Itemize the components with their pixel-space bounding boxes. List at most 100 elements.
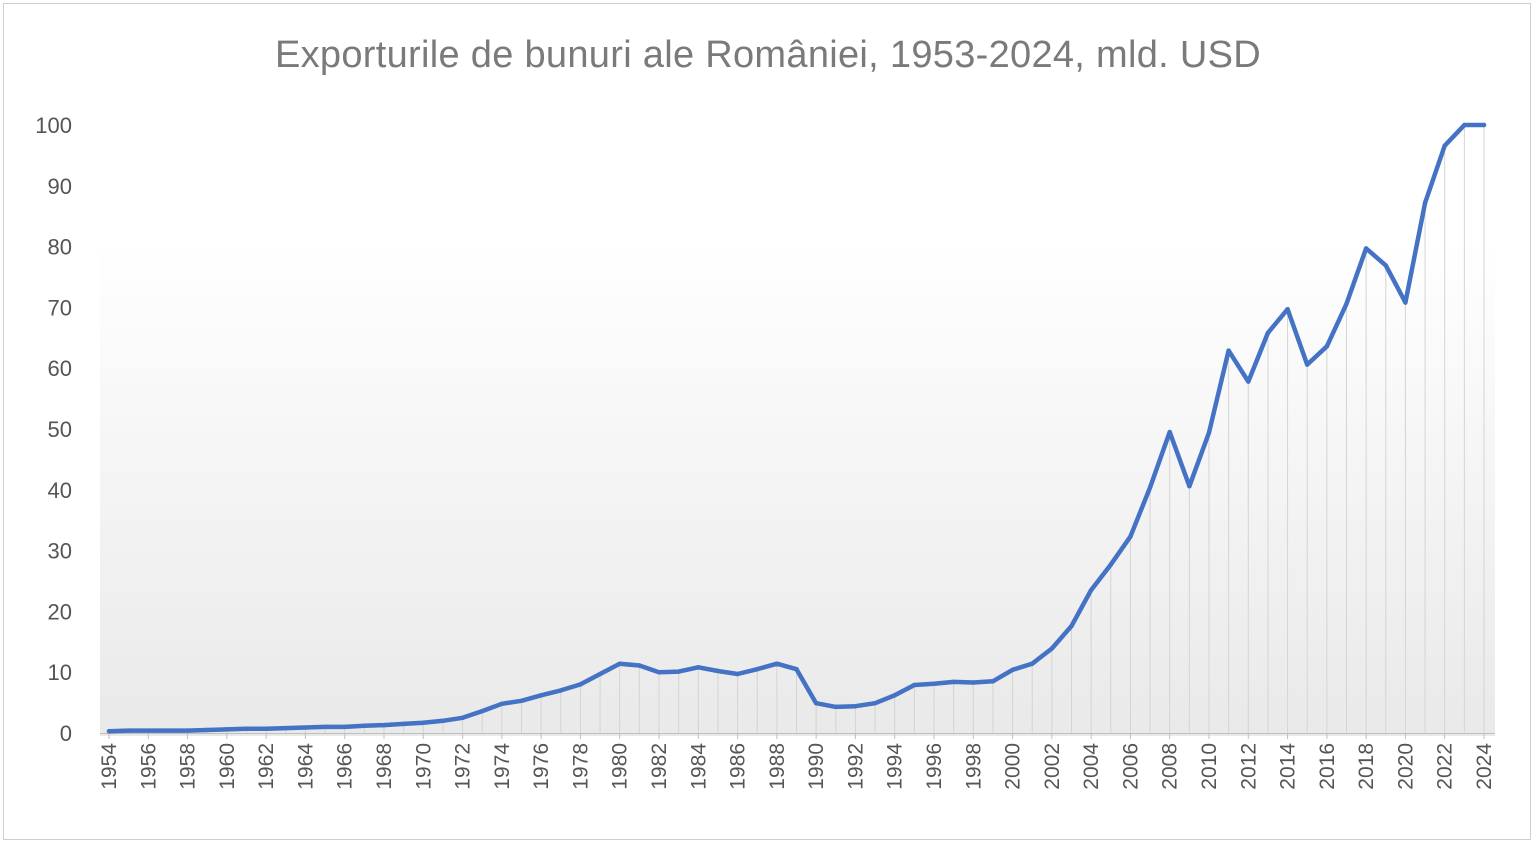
data-point — [617, 661, 622, 666]
data-point — [872, 701, 878, 706]
data-point — [303, 725, 308, 730]
y-tick-label: 30 — [48, 539, 72, 564]
data-point — [1285, 307, 1290, 312]
data-point — [1383, 263, 1388, 268]
x-tick-label: 2022 — [1434, 743, 1457, 790]
x-axis: 1954 1956 1958 1960 1962 1964 1966 1968 1970 1972… — [98, 733, 1496, 790]
data-point — [1265, 330, 1271, 336]
y-tick-label: 0 — [60, 721, 72, 746]
data-point — [735, 671, 740, 677]
data-point — [1088, 587, 1094, 593]
data-point — [813, 701, 819, 706]
data-point — [401, 721, 406, 727]
x-tick-label: 2004 — [1080, 743, 1103, 790]
x-tick-label: 2020 — [1394, 743, 1417, 790]
data-point — [774, 661, 780, 666]
data-point — [1206, 430, 1212, 435]
chart-title: Exporturile de bunuri ale României, 1953… — [274, 34, 1262, 76]
data-point — [931, 681, 937, 686]
data-point — [912, 682, 917, 688]
data-point — [1403, 300, 1408, 305]
x-tick-label: 1996 — [923, 743, 946, 790]
x-tick-label: 2012 — [1237, 743, 1260, 790]
data-point — [1030, 661, 1035, 666]
data-point — [696, 665, 701, 670]
data-point — [362, 723, 367, 728]
data-point — [1069, 623, 1074, 629]
x-tick-label: 1964 — [294, 743, 317, 790]
data-point — [185, 728, 190, 733]
data-point — [106, 728, 112, 734]
x-tick-label: 2006 — [1119, 743, 1142, 790]
data-point — [283, 725, 288, 731]
x-tick-label: 1956 — [137, 743, 160, 790]
x-tick-label: 2018 — [1355, 743, 1378, 790]
y-tick-label: 40 — [48, 478, 72, 503]
x-tick-label: 1992 — [844, 743, 867, 790]
data-point — [263, 726, 269, 731]
data-point — [1462, 122, 1467, 128]
data-point — [597, 671, 603, 677]
data-point — [951, 679, 956, 685]
x-tick-label: 1980 — [609, 743, 632, 790]
data-point — [460, 715, 465, 720]
data-point — [715, 668, 721, 674]
x-tick-label: 1954 — [98, 743, 121, 790]
data-point — [558, 688, 563, 693]
data-point — [538, 693, 544, 698]
y-tick-label: 10 — [48, 660, 72, 685]
x-tick-label: 2002 — [1041, 743, 1064, 790]
x-tick-label: 1986 — [727, 743, 750, 790]
data-point — [971, 680, 976, 685]
data-point — [165, 728, 171, 733]
data-point — [1187, 483, 1192, 489]
data-point — [990, 679, 996, 684]
data-point — [1010, 667, 1015, 672]
data-point — [1147, 485, 1153, 490]
data-point — [421, 720, 426, 725]
data-point — [1442, 143, 1447, 148]
x-tick-label: 2024 — [1473, 743, 1496, 790]
data-point — [1128, 534, 1133, 539]
x-tick-label: 1976 — [530, 743, 553, 790]
data-point — [637, 663, 642, 668]
data-point — [1481, 122, 1487, 128]
y-tick-label: 80 — [48, 235, 72, 260]
x-tick-label: 1972 — [452, 743, 475, 790]
data-point — [853, 704, 858, 709]
data-point — [205, 727, 210, 733]
data-point — [794, 666, 799, 672]
data-point — [224, 727, 230, 732]
data-point — [499, 701, 505, 707]
plot-area-background — [100, 240, 1495, 736]
x-tick-label: 1962 — [255, 743, 278, 790]
data-point — [244, 726, 249, 731]
data-point — [480, 708, 485, 714]
data-point — [578, 682, 583, 687]
x-tick-label: 2010 — [1198, 743, 1221, 790]
data-point — [1305, 362, 1310, 367]
x-tick-label: 2014 — [1277, 743, 1300, 790]
x-tick-label: 1968 — [373, 743, 396, 790]
y-tick-label: 70 — [48, 295, 72, 320]
x-tick-label: 1960 — [216, 743, 239, 790]
y-tick-label: 90 — [48, 174, 72, 199]
data-point — [833, 704, 838, 710]
data-point — [126, 728, 131, 733]
data-point — [656, 670, 662, 675]
data-point — [440, 718, 446, 724]
data-point — [1246, 379, 1251, 384]
x-tick-label: 1988 — [766, 743, 789, 790]
data-point — [1049, 646, 1055, 651]
x-tick-label: 1978 — [569, 743, 592, 790]
y-tick-label: 20 — [48, 599, 72, 624]
y-tick-label: 60 — [48, 356, 72, 381]
data-point — [1422, 200, 1428, 206]
data-point — [1363, 246, 1369, 251]
x-tick-label: 2016 — [1316, 743, 1339, 790]
series-exports — [106, 122, 1487, 734]
data-point — [676, 669, 681, 674]
data-point — [1108, 562, 1113, 567]
y-tick-label: 100 — [35, 113, 72, 138]
